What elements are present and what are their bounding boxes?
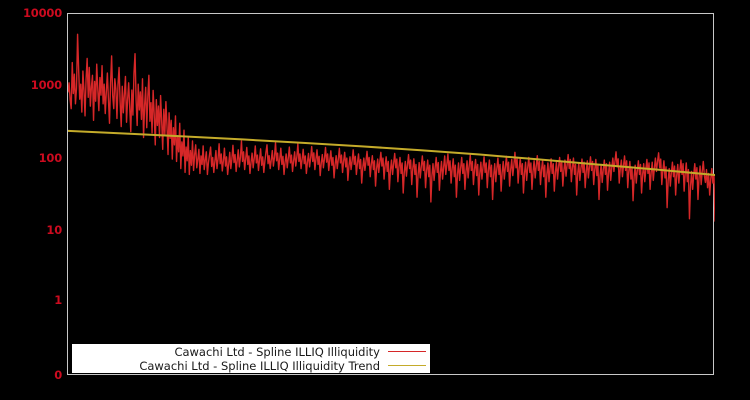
y-tick-10000: 10000 <box>22 6 62 20</box>
legend-swatch-trend-icon <box>388 365 426 366</box>
y-tick-100: 100 <box>38 151 63 165</box>
chart-series-canvas <box>68 33 715 222</box>
illiquidity-trend-line <box>68 129 715 177</box>
legend-label-series: Cawachi Ltd - Spline ILLIQ Illiquidity <box>174 344 380 359</box>
y-tick-1: 1 <box>54 293 62 307</box>
y-tick-0: 0 <box>54 368 62 382</box>
y-axis-tick-labels: 10000 1000 100 10 1 0 <box>0 0 62 400</box>
y-tick-1000: 1000 <box>30 78 62 92</box>
y-tick-10: 10 <box>46 223 62 237</box>
illiquidity-series-line <box>68 33 715 222</box>
legend-label-trend: Cawachi Ltd - Spline ILLIQ Illiquidity T… <box>139 358 380 373</box>
legend-item-series: Cawachi Ltd - Spline ILLIQ Illiquidity <box>72 345 430 359</box>
plot-area <box>67 13 715 375</box>
legend-swatch-series-icon <box>388 351 426 352</box>
legend-item-trend: Cawachi Ltd - Spline ILLIQ Illiquidity T… <box>72 359 430 373</box>
chart-legend: Cawachi Ltd - Spline ILLIQ Illiquidity C… <box>72 344 430 373</box>
